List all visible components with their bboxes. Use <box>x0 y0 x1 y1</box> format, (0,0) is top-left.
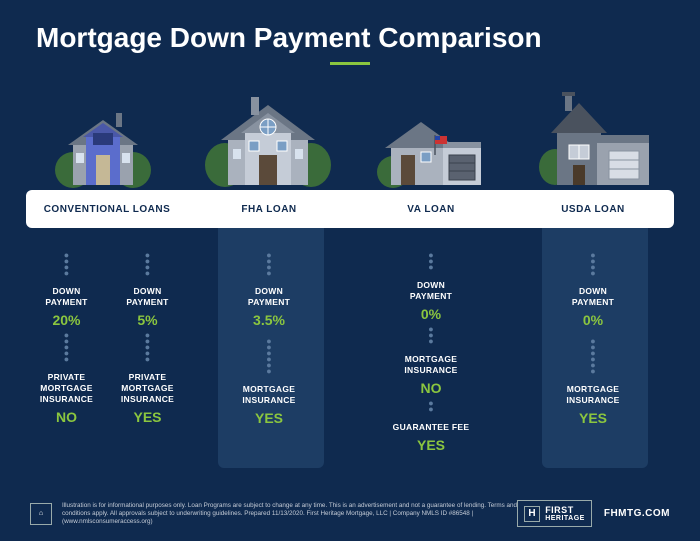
stat-label: DOWNPAYMENT <box>410 280 452 302</box>
equal-housing-icon: ⌂ <box>30 503 52 525</box>
loan-label-bar: CONVENTIONAL LOANS FHA LOAN VA LOAN USDA… <box>26 190 674 228</box>
house-va <box>363 100 503 190</box>
loan-label: USDA LOAN <box>512 204 674 215</box>
houses-row <box>0 65 700 190</box>
loan-label: VA LOAN <box>350 204 512 215</box>
stat-value: 5% <box>137 312 157 328</box>
stat-label: DOWNPAYMENT <box>572 286 614 308</box>
brand-line-2: HERITAGE <box>545 515 585 522</box>
col-conventional: ●●●● DOWNPAYMENT 20% ●●●●● PRIVATEMORTGA… <box>26 228 188 473</box>
stat-value: 0% <box>421 306 441 322</box>
stat-value: 3.5% <box>253 312 285 328</box>
stat-value: YES <box>417 437 445 453</box>
house-conventional <box>33 95 173 190</box>
stat-label: MORTGAGEINSURANCE <box>566 384 619 406</box>
house-fha <box>198 85 338 190</box>
stat-label: DOWNPAYMENT <box>126 286 168 308</box>
brand-h-icon: H <box>524 506 540 522</box>
stat-value: 0% <box>583 312 603 328</box>
stat-label: MORTGAGEINSURANCE <box>242 384 295 406</box>
footer: ⌂ Illustration is for informational purp… <box>0 500 700 527</box>
stat-value: YES <box>133 409 161 425</box>
disclaimer-text: Illustration is for informational purpos… <box>62 502 517 526</box>
house-usda <box>528 85 668 190</box>
col-fha: ●●●● DOWNPAYMENT 3.5% ●●●●●● MORTGAGEINS… <box>188 228 350 473</box>
stat-value: NO <box>421 380 442 396</box>
stat-value: YES <box>579 410 607 426</box>
brand-url: FHMTG.COM <box>604 508 670 519</box>
stat-label: PRIVATEMORTGAGEINSURANCE <box>121 372 174 405</box>
stat-value: YES <box>255 410 283 426</box>
loan-label: CONVENTIONAL LOANS <box>26 204 188 215</box>
comparison-columns: ●●●● DOWNPAYMENT 20% ●●●●● PRIVATEMORTGA… <box>0 228 700 473</box>
stat-value: 20% <box>52 312 80 328</box>
loan-label: FHA LOAN <box>188 204 350 215</box>
stat-label: DOWNPAYMENT <box>248 286 290 308</box>
page-title: Mortgage Down Payment Comparison <box>0 0 700 62</box>
stat-label: DOWNPAYMENT <box>45 286 87 308</box>
brand-line-1: FIRST <box>545 505 585 515</box>
stat-label: GUARANTEE FEE <box>393 422 470 433</box>
col-usda: ●●●● DOWNPAYMENT 0% ●●●●●● MORTGAGEINSUR… <box>512 228 674 473</box>
stat-value: NO <box>56 409 77 425</box>
brand-block: H FIRST HERITAGE FHMTG.COM <box>517 500 670 527</box>
col-va: ●●● DOWNPAYMENT 0% ●●● MORTGAGEINSURANCE… <box>350 228 512 473</box>
brand-logo: H FIRST HERITAGE <box>517 500 592 527</box>
stat-label: PRIVATEMORTGAGEINSURANCE <box>40 372 93 405</box>
stat-label: MORTGAGEINSURANCE <box>404 354 457 376</box>
